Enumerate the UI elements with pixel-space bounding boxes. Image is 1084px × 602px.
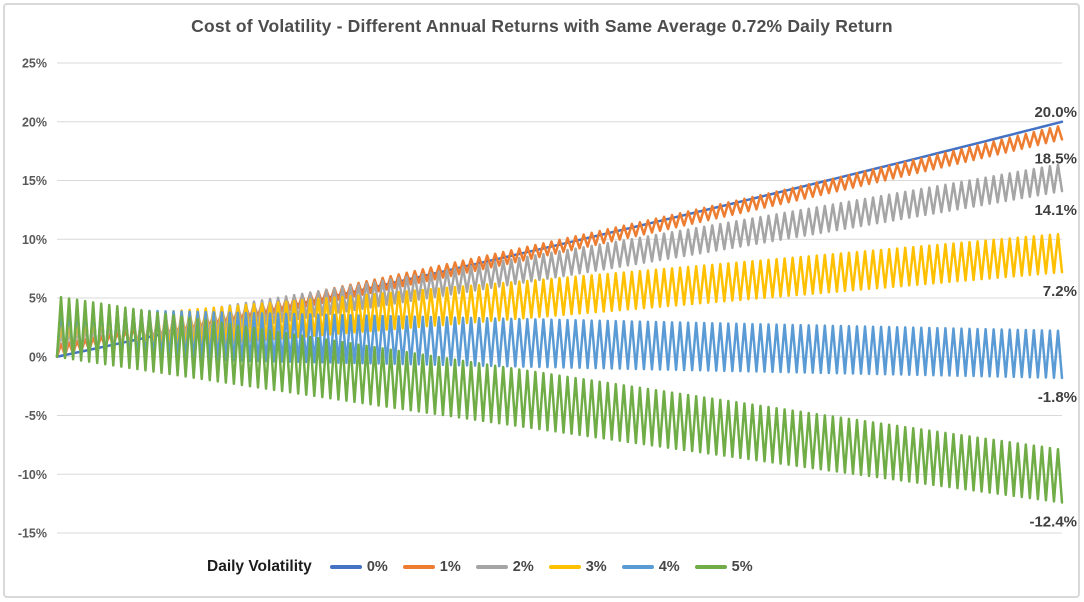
- legend-swatch-0%: [329, 565, 362, 569]
- data-label-18.5%: 18.5%: [1034, 150, 1077, 167]
- y-tick-label--5%: -5%: [25, 409, 47, 423]
- data-label--12.4%: -12.4%: [1029, 513, 1077, 530]
- legend-swatch-1%: [402, 565, 435, 569]
- legend-item-5%: 5%: [694, 559, 753, 575]
- legend-item-label: 4%: [658, 559, 680, 575]
- legend-item-label: 1%: [439, 559, 461, 575]
- legend-item-2%: 2%: [475, 559, 534, 575]
- legend-item-3%: 3%: [548, 559, 607, 575]
- data-label-20.0%: 20.0%: [1034, 104, 1077, 121]
- legend: Daily Volatility 0% 1% 2% 3% 4% 5%: [207, 555, 753, 579]
- legend-item-4%: 4%: [621, 559, 680, 575]
- data-label-7.2%: 7.2%: [1043, 283, 1077, 300]
- y-tick-label-25%: 25%: [22, 57, 47, 71]
- y-tick-label--10%: -10%: [18, 468, 47, 482]
- legend-item-label: 0%: [366, 559, 388, 575]
- legend-item-1%: 1%: [402, 559, 461, 575]
- legend-swatch-4%: [621, 565, 654, 569]
- y-tick-label-0%: 0%: [29, 350, 47, 364]
- y-tick-label-20%: 20%: [22, 115, 47, 129]
- legend-swatch-3%: [548, 565, 581, 569]
- legend-swatch-5%: [694, 565, 727, 569]
- y-tick-label-5%: 5%: [29, 292, 47, 306]
- data-label--1.8%: -1.8%: [1038, 389, 1077, 406]
- legend-title: Daily Volatility: [207, 558, 312, 575]
- legend-swatch-2%: [475, 565, 508, 569]
- legend-item-0%: 0%: [329, 559, 388, 575]
- y-tick-label--15%: -15%: [18, 527, 47, 541]
- data-label-14.1%: 14.1%: [1034, 202, 1077, 219]
- series-line-5%: [55, 295, 1064, 504]
- legend-item-label: 5%: [731, 559, 753, 575]
- chart-title: Cost of Volatility - Different Annual Re…: [191, 16, 893, 36]
- legend-item-label: 3%: [585, 559, 607, 575]
- legend-item-label: 2%: [512, 559, 534, 575]
- y-tick-label-10%: 10%: [22, 233, 47, 247]
- y-tick-label-15%: 15%: [22, 174, 47, 188]
